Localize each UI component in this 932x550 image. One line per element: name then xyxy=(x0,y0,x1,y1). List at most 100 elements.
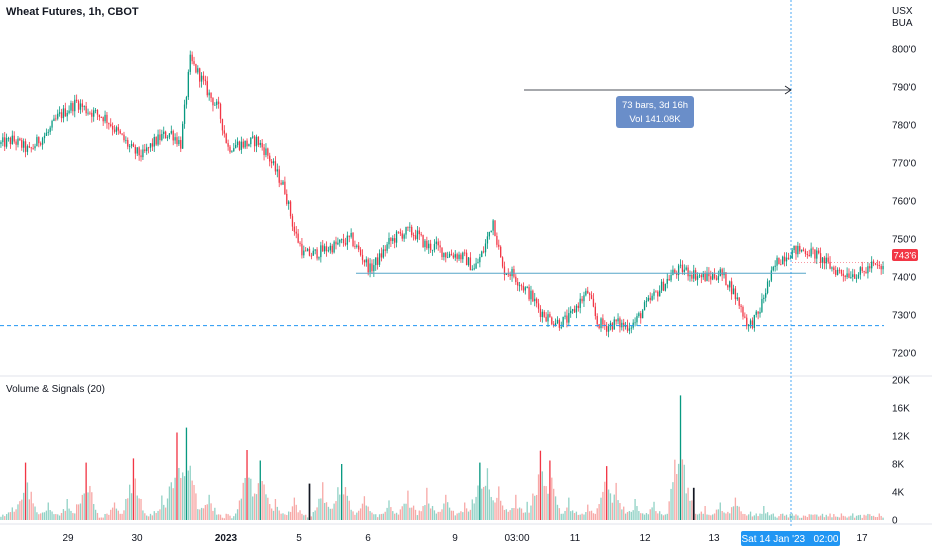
volume-bar xyxy=(94,509,97,520)
volume-bar xyxy=(174,477,176,520)
volume-bar xyxy=(721,510,723,520)
volume-bar xyxy=(259,460,261,520)
volume-bar xyxy=(755,513,757,520)
candle-body xyxy=(853,274,856,279)
volume-bar xyxy=(329,508,331,520)
candle-body xyxy=(32,148,34,150)
candle-body xyxy=(509,274,511,277)
volume-bar xyxy=(443,503,445,520)
candle-body xyxy=(344,243,347,245)
volume-bar xyxy=(392,511,394,520)
volume-indicator-title[interactable]: Volume & Signals (20) xyxy=(6,384,105,395)
volume-bar xyxy=(835,516,837,520)
volume-bar xyxy=(496,497,498,520)
candle-body xyxy=(566,315,568,323)
price-tick-label: 800'0 xyxy=(892,45,917,56)
candle-body xyxy=(606,325,608,332)
candle-body xyxy=(81,103,84,107)
candle-body xyxy=(153,136,155,147)
candle-body xyxy=(375,257,377,266)
candle-body xyxy=(53,118,55,121)
candle-body xyxy=(685,267,687,270)
volume-bar xyxy=(255,494,258,520)
volume-bar xyxy=(144,513,146,520)
candle-body xyxy=(159,134,161,141)
volume-bar xyxy=(376,517,379,520)
candle-body xyxy=(715,278,718,280)
volume-bar xyxy=(280,513,282,520)
candle-body xyxy=(318,257,320,259)
candle-body xyxy=(876,264,879,266)
unit-label: BUA xyxy=(892,18,913,29)
volume-bar xyxy=(477,485,479,520)
candle-body xyxy=(208,92,210,96)
candle-body xyxy=(85,106,87,114)
volume-bar xyxy=(0,516,2,520)
candle-body xyxy=(426,240,428,249)
price-tick-label: 750'0 xyxy=(892,235,917,246)
volume-bar xyxy=(350,509,352,520)
volume-bar xyxy=(380,513,383,520)
volume-bar xyxy=(257,483,260,520)
chart-title: Wheat Futures, 1h, CBOT xyxy=(6,6,139,18)
candle-body xyxy=(320,245,322,258)
candle-body xyxy=(602,318,604,325)
candle-body xyxy=(119,130,121,134)
candle-body xyxy=(836,269,839,275)
volume-bar xyxy=(628,511,631,520)
price-tick-label: 760'0 xyxy=(892,197,917,208)
volume-bar xyxy=(505,509,508,520)
volume-bar xyxy=(789,514,791,520)
volume-bar xyxy=(812,514,814,520)
candle-body xyxy=(170,131,172,134)
candle-body xyxy=(238,141,241,150)
volume-bar xyxy=(649,509,651,520)
volume-bar xyxy=(712,514,714,520)
candle-body xyxy=(867,266,869,274)
candle-body xyxy=(93,110,95,117)
volume-bar xyxy=(183,476,186,520)
candle-body xyxy=(168,133,171,138)
volume-bar xyxy=(233,516,235,520)
candle-body xyxy=(727,285,729,288)
candle-body xyxy=(511,269,513,277)
candle-body xyxy=(185,97,188,105)
volume-tick-label: 0 xyxy=(892,516,898,527)
volume-bar xyxy=(783,515,786,520)
volume-bar xyxy=(653,501,655,520)
candle-body xyxy=(821,257,824,263)
volume-bar xyxy=(244,477,246,520)
volume-tick-label: 8K xyxy=(892,460,905,471)
candle-body xyxy=(348,235,350,237)
candle-body xyxy=(855,277,858,279)
volume-bar xyxy=(348,500,350,520)
candle-body xyxy=(797,245,799,255)
candle-body xyxy=(659,290,661,297)
candle-body xyxy=(206,81,208,96)
volume-bar xyxy=(98,517,101,520)
volume-bar xyxy=(787,517,790,520)
candle-body xyxy=(800,249,803,252)
volume-bar xyxy=(93,504,95,520)
candle-body xyxy=(346,235,349,245)
volume-bar xyxy=(522,512,525,520)
volume-bar xyxy=(833,514,835,520)
candle-body xyxy=(420,234,422,236)
volume-bar xyxy=(465,508,468,520)
candle-body xyxy=(471,269,473,271)
volume-bar xyxy=(855,515,858,520)
candle-body xyxy=(710,276,712,280)
volume-bar xyxy=(397,514,400,520)
candle-body xyxy=(607,326,610,332)
volume-bar xyxy=(159,509,161,520)
candle-body xyxy=(520,285,523,287)
candle-body xyxy=(568,313,570,323)
candle-body xyxy=(846,273,848,278)
candle-body xyxy=(64,108,66,117)
volume-bar xyxy=(677,463,680,520)
candle-body xyxy=(40,143,42,145)
candle-body xyxy=(469,257,472,271)
